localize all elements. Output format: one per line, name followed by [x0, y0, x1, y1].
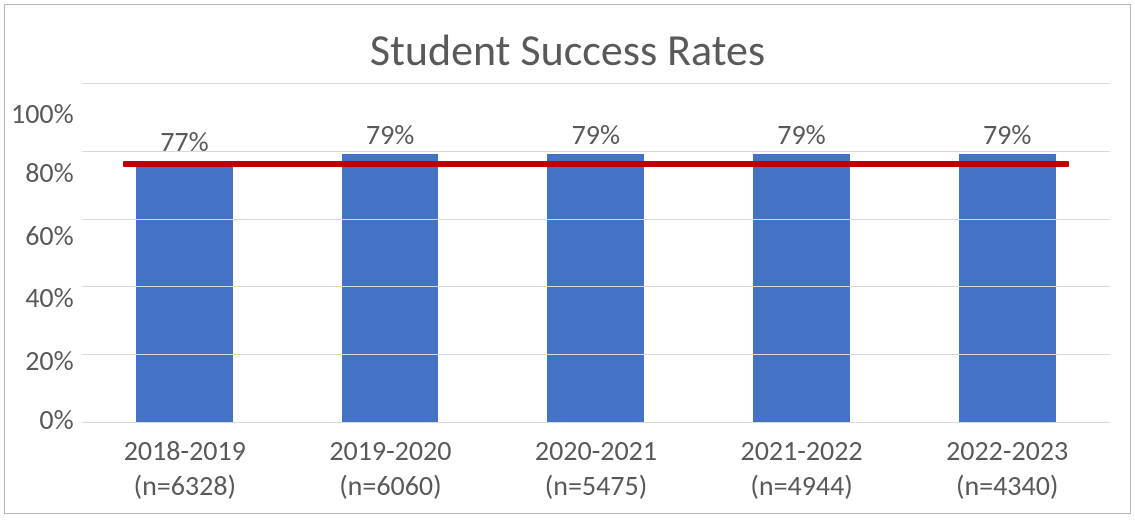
- y-tick: 60%: [25, 222, 73, 250]
- gridline: [82, 219, 1110, 220]
- x-axis: 2018-2019(n=6328)2019-2020(n=6060)2020-2…: [82, 423, 1110, 503]
- bar-slot: 79%: [904, 83, 1110, 422]
- bar-value-label: 79%: [493, 117, 699, 152]
- plot-area: 77%79%79%79%79%: [82, 83, 1110, 423]
- y-tick: 20%: [25, 347, 73, 375]
- chart-title: Student Success Rates: [5, 23, 1130, 77]
- x-axis-label: 2019-2020(n=6060): [288, 423, 494, 503]
- bar: [959, 154, 1056, 422]
- reference-line: [123, 161, 1069, 167]
- y-tick: 100%: [11, 100, 74, 128]
- x-axis-label: 2021-2022(n=4944): [699, 423, 905, 503]
- plot-row: 100% 80% 60% 40% 20% 0% 77%79%79%79%79%: [5, 83, 1130, 423]
- y-tick: 80%: [25, 159, 73, 187]
- gridline: [82, 286, 1110, 287]
- bar-value-label: 79%: [904, 117, 1110, 152]
- bar-slot: 77%: [82, 83, 288, 422]
- y-axis: 100% 80% 60% 40% 20% 0%: [11, 83, 82, 423]
- x-axis-row: 2018-2019(n=6328)2019-2020(n=6060)2020-2…: [5, 423, 1130, 513]
- gridline: [82, 83, 1110, 84]
- y-tick: 0%: [39, 406, 73, 434]
- bar-value-label: 77%: [82, 124, 288, 159]
- bar-slot: 79%: [287, 83, 493, 422]
- bars-layer: 77%79%79%79%79%: [82, 83, 1110, 422]
- gridline: [82, 151, 1110, 152]
- bar-value-label: 79%: [699, 117, 905, 152]
- bar: [136, 161, 233, 422]
- bar: [547, 154, 644, 422]
- x-axis-label: 2018-2019(n=6328): [82, 423, 288, 503]
- y-tick: 40%: [25, 284, 73, 312]
- gridline: [82, 354, 1110, 355]
- bar-slot: 79%: [699, 83, 905, 422]
- x-axis-label: 2022-2023(n=4340): [904, 423, 1110, 503]
- chart-frame: Student Success Rates 100% 80% 60% 40% 2…: [4, 4, 1131, 514]
- bar-value-label: 79%: [287, 117, 493, 152]
- bar: [342, 154, 439, 422]
- x-axis-label: 2020-2021(n=5475): [493, 423, 699, 503]
- bar: [753, 154, 850, 422]
- gridline: [82, 422, 1110, 423]
- bar-slot: 79%: [493, 83, 699, 422]
